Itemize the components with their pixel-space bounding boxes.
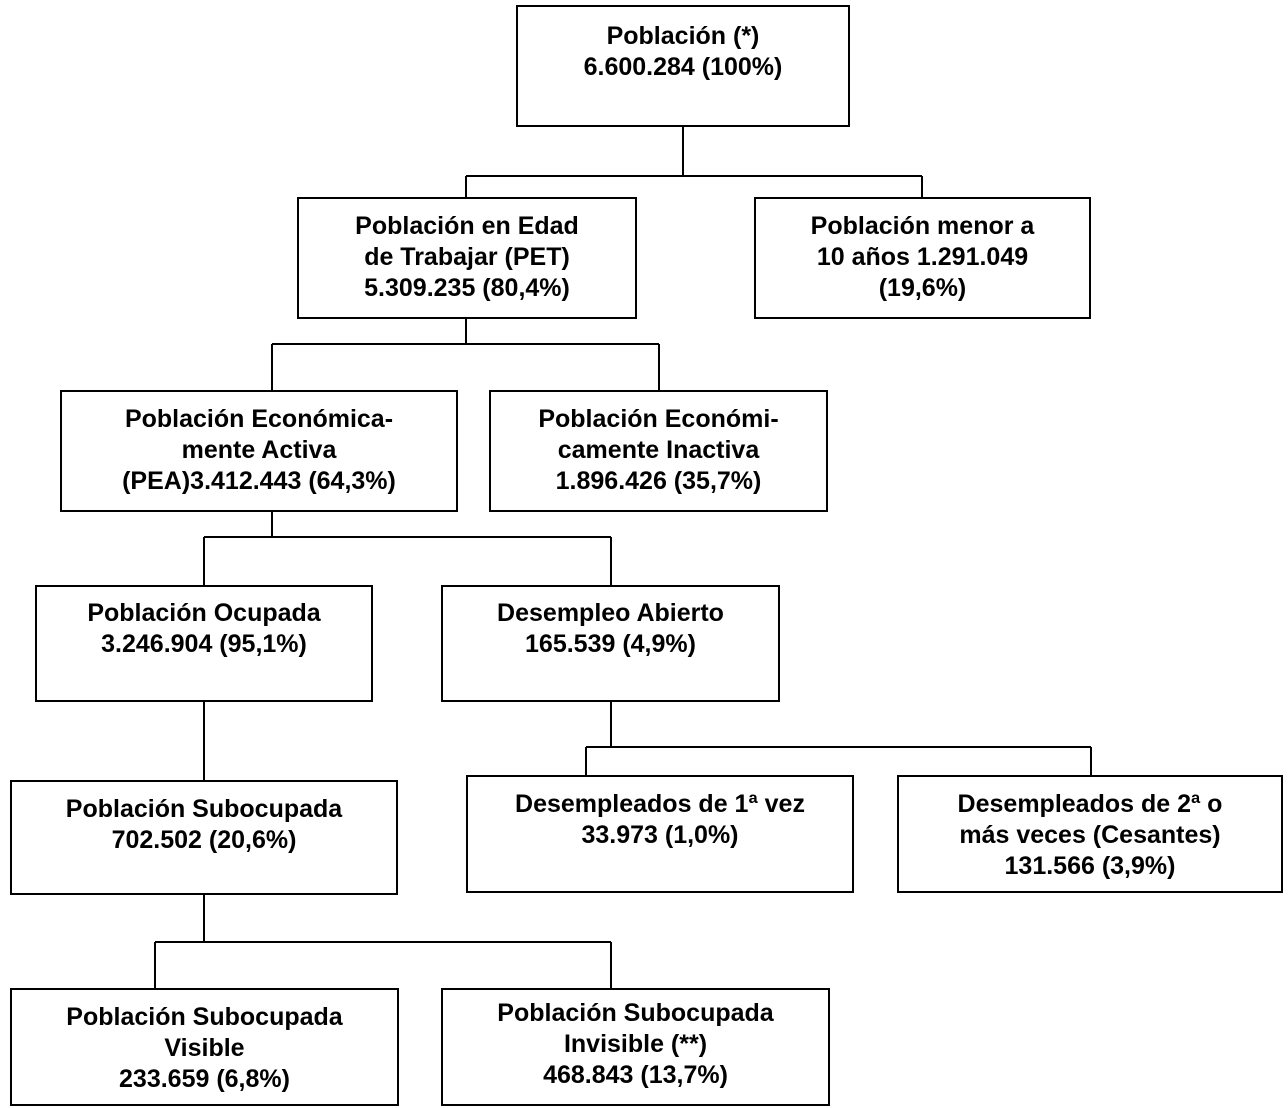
connector-pea — [203, 512, 612, 585]
node-subocupada-visible-line-3: 233.659 (6,8%) — [119, 1065, 290, 1093]
node-pei-line-1: Población Económi- — [538, 405, 779, 433]
node-desempleados-primera-vez-line-2: 33.973 (1,0%) — [581, 821, 739, 849]
node-subocupada-visible-line-1: Población Subocupada — [66, 1003, 343, 1031]
node-pei-line-2: camente Inactiva — [557, 436, 760, 464]
node-subocupada: Población Subocupada 702.502 (20,6%) — [10, 780, 398, 895]
node-menor-10-line-2: 10 años 1.291.049 — [816, 243, 1029, 271]
node-subocupada-invisible-line-1: Población Subocupada — [497, 999, 774, 1027]
node-menor-10-line-3: (19,6%) — [878, 274, 967, 302]
node-subocupada-line-1: Población Subocupada — [65, 795, 343, 823]
node-pet-line-3: 5.309.235 (80,4%) — [364, 274, 570, 302]
node-ocupada-line-2: 3.246.904 (95,1%) — [101, 630, 307, 658]
node-menor-10: Población menor a 10 años 1.291.049 (19,… — [754, 197, 1091, 319]
node-poblacion-line-1: Población (*) — [606, 22, 760, 50]
node-pet: Población en Edad de Trabajar (PET) 5.30… — [297, 197, 637, 319]
node-subocupada-line-2: 702.502 (20,6%) — [111, 826, 297, 854]
node-poblacion: Población (*) 6.600.284 (100%) — [516, 5, 850, 127]
node-pei: Población Económi- camente Inactiva 1.89… — [489, 390, 828, 512]
node-menor-10-line-1: Población menor a — [810, 212, 1035, 240]
node-subocupada-visible-line-2: Visible — [164, 1034, 245, 1062]
node-pea-line-1: Población Económica- — [124, 405, 394, 433]
node-pea: Población Económica- mente Activa (PEA)3… — [60, 390, 458, 512]
node-ocupada-line-1: Población Ocupada — [87, 599, 321, 627]
node-pet-line-2: de Trabajar (PET) — [364, 243, 570, 271]
connector-subocupada — [154, 895, 612, 988]
node-desempleo-abierto: Desempleo Abierto 165.539 (4,9%) — [441, 585, 780, 702]
node-desempleados-primera-vez: Desempleados de 1ª vez 33.973 (1,0%) — [466, 775, 854, 893]
node-subocupada-visible: Población Subocupada Visible 233.659 (6,… — [10, 988, 399, 1106]
node-desempleo-abierto-line-2: 165.539 (4,9%) — [525, 630, 696, 658]
node-subocupada-invisible-line-3: 468.843 (13,7%) — [543, 1061, 728, 1089]
node-ocupada: Población Ocupada 3.246.904 (95,1%) — [35, 585, 373, 702]
node-desempleados-primera-vez-line-1: Desempleados de 1ª vez — [515, 790, 805, 818]
node-pei-line-3: 1.896.426 (35,7%) — [555, 467, 762, 495]
node-pea-line-2: mente Activa — [181, 436, 337, 464]
connector-desempleo — [585, 702, 1092, 775]
node-desempleo-abierto-line-1: Desempleo Abierto — [497, 599, 724, 627]
node-subocupada-invisible-line-2: Invisible (**) — [563, 1030, 708, 1058]
node-pet-line-1: Población en Edad — [355, 212, 579, 240]
connector-root — [465, 127, 923, 197]
node-cesantes-line-2: más veces (Cesantes) — [959, 821, 1221, 849]
node-poblacion-line-2: 6.600.284 (100%) — [583, 53, 783, 81]
node-cesantes-line-3: 131.566 (3,9%) — [1004, 852, 1176, 880]
node-subocupada-invisible: Población Subocupada Invisible (**) 468.… — [441, 988, 830, 1106]
connector-pet — [271, 319, 660, 390]
node-cesantes: Desempleados de 2ª o más veces (Cesantes… — [897, 775, 1283, 893]
node-cesantes-line-1: Desempleados de 2ª o — [957, 790, 1223, 818]
node-pea-line-3: (PEA)3.412.443 (64,3%) — [122, 467, 396, 495]
